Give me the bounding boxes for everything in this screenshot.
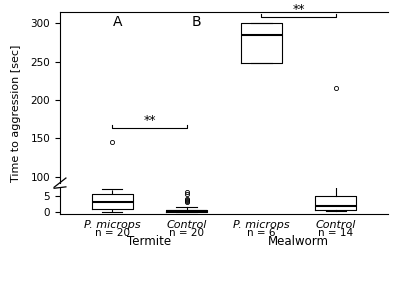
- Text: n = 20: n = 20: [95, 228, 130, 238]
- Text: P. microps: P. microps: [233, 219, 290, 230]
- Text: n = 14: n = 14: [318, 228, 353, 238]
- Text: **: **: [143, 114, 156, 127]
- Text: Mealworm: Mealworm: [268, 236, 329, 248]
- Text: **: **: [292, 3, 305, 16]
- Text: A: A: [112, 15, 122, 29]
- Text: Termite: Termite: [127, 236, 172, 248]
- Text: n = 20: n = 20: [169, 228, 204, 238]
- Text: B: B: [191, 15, 201, 29]
- Text: Control: Control: [166, 219, 207, 230]
- Text: P. microps: P. microps: [84, 219, 140, 230]
- Text: Control: Control: [316, 219, 356, 230]
- Text: Time to aggression [sec]: Time to aggression [sec]: [11, 44, 21, 181]
- Text: n = 6: n = 6: [247, 228, 276, 238]
